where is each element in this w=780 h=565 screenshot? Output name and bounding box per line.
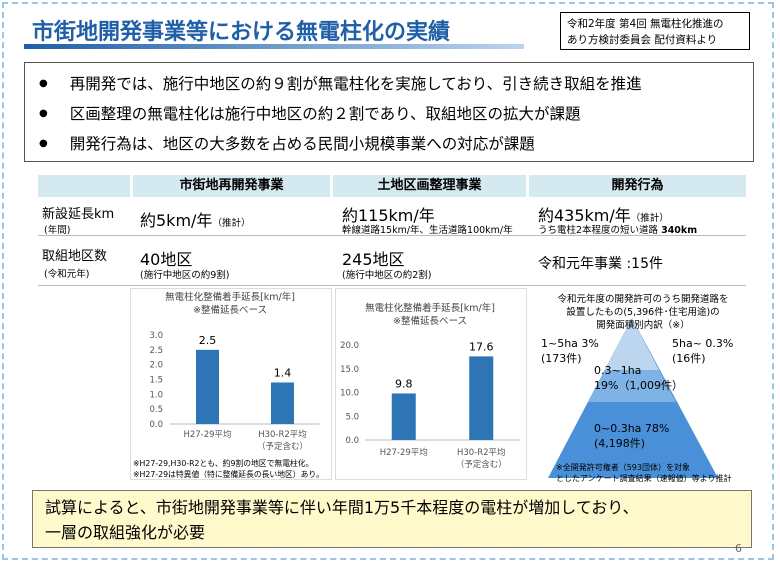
row-label: 取組地区数 xyxy=(42,249,108,264)
row-divider xyxy=(38,235,746,236)
value-label: 1.4 xyxy=(274,366,292,379)
table-header: 市街地再開発事業 xyxy=(133,175,330,197)
chart-frame xyxy=(335,288,527,480)
x-tick-label: H30-R2平均 xyxy=(258,429,307,440)
y-tick-label: 3.0 xyxy=(149,331,163,341)
pyramid-label: 0.3~1ha xyxy=(594,364,642,377)
x-tick-note: （予定含む） xyxy=(456,459,507,470)
bullet: 区画整理の無電柱化は施行中地区の約２割であり、取組地区の拡大が課題 xyxy=(39,99,753,129)
pyramid-label: (4,198件) xyxy=(594,437,646,450)
bar xyxy=(469,356,494,440)
cell-main: 245地区 xyxy=(342,250,405,269)
y-tick-label: 1.0 xyxy=(149,390,163,400)
chart-frame xyxy=(130,288,332,480)
cell-note: (施行中地区の約2割) xyxy=(342,270,432,281)
bar xyxy=(196,349,219,424)
y-tick-label: 15.0 xyxy=(340,365,359,375)
pyramid-label: 5ha~ 0.3% xyxy=(672,337,734,350)
table-header: 土地区画整理事業 xyxy=(333,175,526,197)
y-tick-label: 1.5 xyxy=(149,376,163,386)
x-tick-note: （予定含む） xyxy=(257,441,308,452)
value-label: 2.5 xyxy=(199,334,217,347)
row-sub: (年間) xyxy=(44,225,71,236)
pyramid-top xyxy=(605,318,659,370)
source-line: あり方検討委員会 配付資料より xyxy=(567,34,718,46)
cell-note: (施行中地区の約9割) xyxy=(140,270,230,281)
cell-suffix: （推計） xyxy=(630,213,669,224)
bar xyxy=(391,393,416,440)
bullet-box: 再開発では、施行中地区の約９割が無電柱化を実施しており、引き続き取組を推進 区画… xyxy=(24,62,754,162)
title-underline xyxy=(24,44,524,49)
page-number: 6 xyxy=(735,542,742,555)
cell-main: 約435km/年 xyxy=(538,206,631,225)
pyramid-title: 開発面積別内訳（※） xyxy=(596,320,690,331)
title: 市街地開発事業等における無電柱化の実績 xyxy=(32,20,451,45)
chart-note: ※H27-29,H30-R2とも、約9割の地区で無電柱化。 xyxy=(133,458,313,468)
pyramid-label: 19%（1,009件） xyxy=(594,379,683,392)
pyramid-note: ※全開発許可権者（593団体）を対象 xyxy=(556,463,690,472)
table-header: 開発行為 xyxy=(529,175,746,197)
cell-main: 40地区 xyxy=(140,250,193,269)
y-tick-label: 0.0 xyxy=(345,436,359,446)
pyramid-title: 設置したもの(5,396件･住宅用途)の xyxy=(566,307,720,318)
x-tick-label: H30-R2平均 xyxy=(457,447,506,458)
y-tick-label: 2.0 xyxy=(149,361,163,371)
y-tick-label: 20.0 xyxy=(340,341,359,351)
source-box: 令和2年度 第4回 無電柱化推進の あり方検討委員会 配付資料より xyxy=(560,12,750,50)
pyramid-label: (16件) xyxy=(672,352,706,365)
frame xyxy=(2,2,774,560)
value-label: 17.6 xyxy=(469,340,494,353)
cell-main: 令和元年事業 :15件 xyxy=(538,256,663,272)
value-label: 9.8 xyxy=(395,377,413,390)
chart-title: ※整備延長ベース xyxy=(393,315,467,327)
conclusion-line: 一層の取組強化が必要 xyxy=(45,523,206,542)
x-tick-label: H27-29平均 xyxy=(380,447,428,458)
conclusion-line: 試算によると、市街地開発事業等に伴い年間1万5千本程度の電柱が増加しており、 xyxy=(45,498,639,517)
cell-main: 約5km/年 xyxy=(140,211,213,230)
y-tick-label: 10.0 xyxy=(340,389,359,399)
chart-title: ※整備延長ベース xyxy=(193,304,267,316)
pyramid-label: 0~0.3ha 78% xyxy=(594,422,670,435)
table-header-blank xyxy=(38,175,130,197)
y-tick-label: 5.0 xyxy=(345,412,359,422)
cell-note: うち電柱2本程度の短い道路 xyxy=(538,225,659,236)
bar xyxy=(271,382,294,424)
row-sub: (令和元年) xyxy=(44,269,90,280)
bullet: 開発行為は、地区の大多数を占める民間小規模事業への対応が課題 xyxy=(39,129,753,159)
cell-note-bold: 340km xyxy=(661,225,698,236)
pyramid-title: 令和元年度の開発許可のうち開発道路を xyxy=(557,294,729,305)
bullet: 再開発では、施行中地区の約９割が無電柱化を実施しており、引き続き取組を推進 xyxy=(39,69,753,99)
conclusion: 試算によると、市街地開発事業等に伴い年間1万5千本程度の電柱が増加しており、 一層… xyxy=(32,490,752,548)
cell-main: 約115km/年 xyxy=(342,206,435,225)
chart-title: 無電柱化整備着手延長[km/年] xyxy=(165,291,295,303)
pyramid xyxy=(548,318,718,478)
pyramid-note: としたアンケート調査結果（速報値）等より推計 xyxy=(556,474,732,483)
y-tick-label: 0.5 xyxy=(149,405,163,415)
source-line: 令和2年度 第4回 無電柱化推進の xyxy=(567,18,724,30)
pyramid-label: (173件) xyxy=(541,352,582,365)
y-tick-label: 0.0 xyxy=(149,420,163,430)
cell-note: 幹線道路15km/年、生活道路100km/年 xyxy=(342,225,513,236)
y-tick-label: 2.5 xyxy=(149,346,163,356)
pyramid-middle xyxy=(588,370,676,402)
row-divider xyxy=(38,285,746,286)
chart-note: ※H27-29は特異値（特に整備延長の長い地区）あり。 xyxy=(133,469,324,479)
chart-title: 無電柱化整備着手延長[km/年] xyxy=(365,302,495,314)
x-tick-label: H27-29平均 xyxy=(183,429,231,440)
pyramid-label: 1~5ha 3% xyxy=(541,337,599,350)
row-label: 新設延長km xyxy=(42,207,115,222)
cell-suffix: （推計） xyxy=(212,218,251,229)
